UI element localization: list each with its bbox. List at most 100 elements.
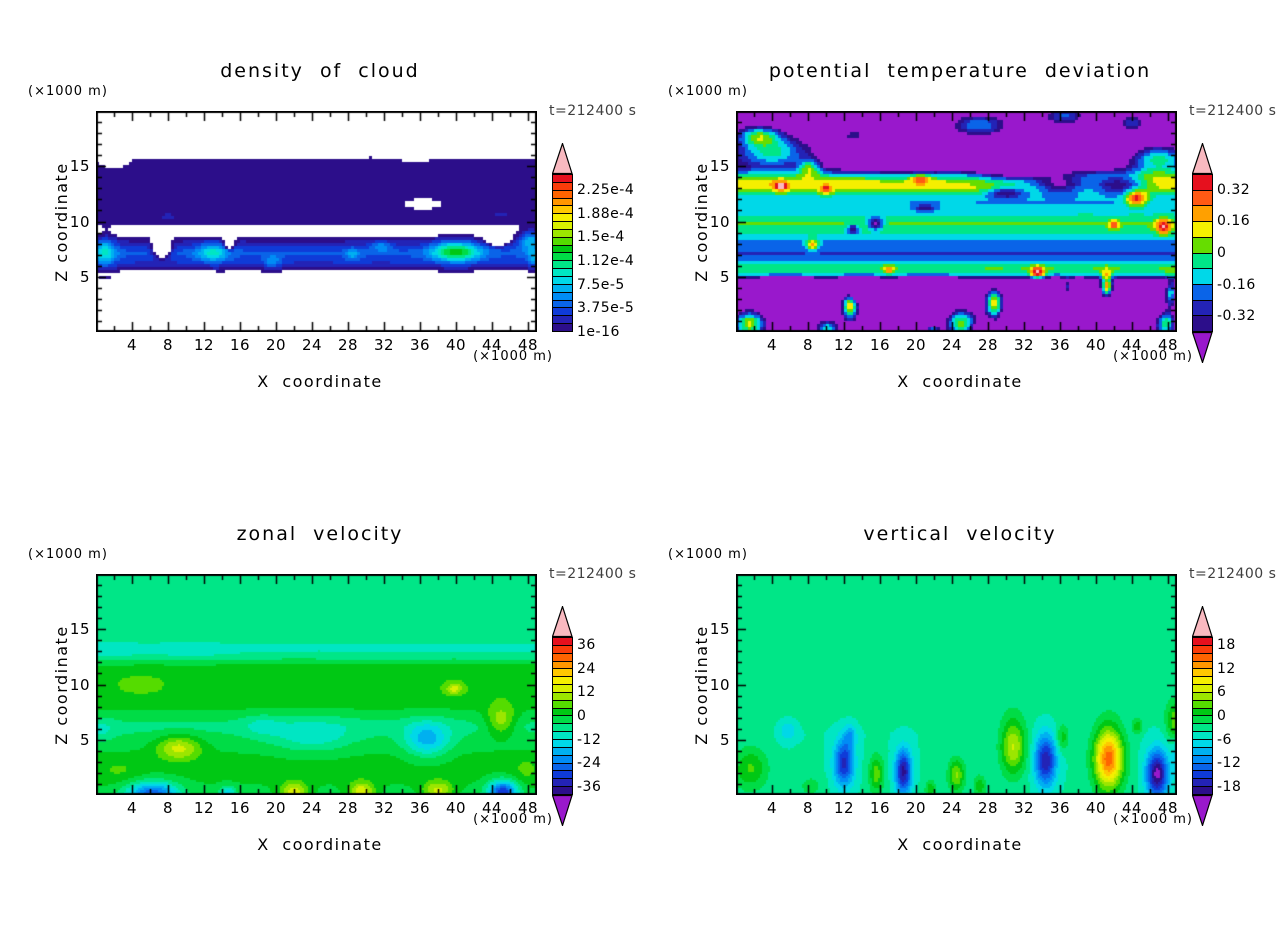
x-tick-label: 44: [481, 336, 503, 354]
colorbar-segment: [553, 181, 572, 190]
x-axis-label: X coordinate: [257, 835, 383, 854]
x-tick-label: 12: [833, 799, 855, 817]
colorbar-segment: [553, 268, 572, 276]
x-tick-label: 16: [869, 336, 891, 354]
colorbar-segment: [1193, 731, 1212, 739]
colorbar-tick-label: 12: [1217, 660, 1236, 677]
colorbar-tick-label: 6: [1217, 684, 1227, 701]
colorbar-tick-label: -0.32: [1217, 308, 1256, 325]
x-tick-label: 12: [193, 799, 215, 817]
colorbar-segment: [1193, 754, 1212, 763]
colorbar-segment: [553, 205, 572, 214]
colorbar-segment: [553, 731, 572, 739]
colorbar-tick-label: -36: [577, 779, 602, 796]
colorbar-segment: [1193, 652, 1212, 661]
y-axis-unit-label: (×1000 m): [28, 84, 108, 99]
contour-plot-canvas: [736, 574, 1177, 795]
colorbar-segment: [553, 236, 572, 245]
colorbar-segment: [553, 307, 572, 316]
x-tick-label: 28: [977, 799, 999, 817]
colorbar-segment: [553, 660, 572, 669]
colorbar-tick-label: 0: [577, 708, 587, 724]
colorbar-segment: [553, 638, 572, 645]
colorbar-segment: [553, 738, 572, 747]
x-tick-label: 24: [941, 336, 963, 354]
x-tick-label: 44: [481, 799, 503, 817]
panel-density-of-cloud: density of cloud (×1000 m) t=212400 s Z …: [0, 0, 640, 463]
x-tick-label: 4: [126, 336, 138, 354]
colorbar-tick-label: 1.88e-4: [577, 205, 635, 222]
colorbar-segment: [553, 197, 572, 206]
colorbar-segment: [553, 260, 572, 269]
x-tick-label: 20: [905, 336, 927, 354]
colorbar-tick-label: 0: [1217, 245, 1227, 261]
colorbar-tick-label: -6: [1217, 731, 1232, 748]
colorbar-segment: [1193, 684, 1212, 692]
x-tick-label: 28: [337, 799, 359, 817]
x-tick-label: 28: [977, 336, 999, 354]
colorbar-tick-label: 1.12e-4: [577, 252, 635, 269]
colorbar-tick-label: 0: [1217, 708, 1227, 724]
colorbar-segment: [1193, 315, 1212, 332]
colorbar-tick-label: 3.75e-5: [577, 300, 635, 317]
x-tick-label: 36: [1049, 336, 1071, 354]
colorbar-segment: [553, 299, 572, 308]
colorbar-segment: [1193, 638, 1212, 645]
x-tick-label: 8: [802, 336, 814, 354]
colorbar: [1192, 637, 1213, 795]
x-axis-label: X coordinate: [257, 372, 383, 391]
x-tick-label: 28: [337, 336, 359, 354]
x-tick-label: 40: [445, 336, 467, 354]
colorbar-segment: [553, 786, 572, 794]
z-tick-label: 15: [709, 157, 730, 176]
colorbar: [552, 637, 573, 795]
colorbar-top-arrow: [552, 606, 573, 637]
plot-title: density of cloud: [220, 60, 420, 82]
colorbar-segment: [553, 315, 572, 324]
x-tick-label: 36: [1049, 799, 1071, 817]
x-tick-label: 24: [301, 799, 323, 817]
colorbar-segment: [553, 275, 572, 284]
x-tick-label: 4: [126, 799, 138, 817]
x-tick-label: 48: [1157, 336, 1179, 354]
colorbar-segment: [553, 770, 572, 779]
colorbar-segment: [553, 723, 572, 732]
x-axis-label: X coordinate: [897, 372, 1023, 391]
panel-potential-temperature-deviation: potential temperature deviation (×1000 m…: [640, 0, 1280, 463]
z-tick-label: 5: [79, 730, 90, 749]
colorbar-segment: [1193, 707, 1212, 716]
z-tick-label: 10: [69, 212, 90, 231]
colorbar-segment: [1193, 668, 1212, 677]
x-tick-label: 24: [941, 799, 963, 817]
x-tick-label: 4: [766, 799, 778, 817]
colorbar-segment: [553, 691, 572, 700]
x-tick-label: 44: [1121, 799, 1143, 817]
colorbar: [1192, 174, 1213, 332]
colorbar-segment: [1193, 252, 1212, 269]
time-label: t=212400 s: [1189, 566, 1277, 582]
contour-plot-canvas: [96, 574, 537, 795]
colorbar-segment: [553, 715, 572, 724]
colorbar-bottom-arrow: [1192, 332, 1213, 363]
colorbar-segment: [1193, 746, 1212, 755]
colorbar-segment: [553, 189, 572, 198]
x-tick-label: 20: [265, 799, 287, 817]
x-tick-label: 32: [1013, 799, 1035, 817]
colorbar-top-arrow: [1192, 143, 1213, 174]
colorbar-segment: [553, 762, 572, 771]
colorbar-segment: [553, 699, 572, 708]
colorbar-segment: [553, 676, 572, 685]
x-tick-label: 8: [162, 336, 174, 354]
x-tick-label: 20: [265, 336, 287, 354]
colorbar-segment: [1193, 189, 1212, 206]
plot-title: vertical velocity: [863, 523, 1057, 545]
plot-title: zonal velocity: [236, 523, 404, 545]
x-tick-label: 44: [1121, 336, 1143, 354]
z-tick-label: 15: [69, 620, 90, 639]
colorbar-tick-label: 18: [1217, 636, 1236, 653]
colorbar-segment: [1193, 778, 1212, 787]
time-label: t=212400 s: [1189, 103, 1277, 119]
colorbar-segment: [1193, 762, 1212, 771]
colorbar-tick-label: -18: [1217, 779, 1242, 796]
colorbar: [552, 174, 573, 332]
